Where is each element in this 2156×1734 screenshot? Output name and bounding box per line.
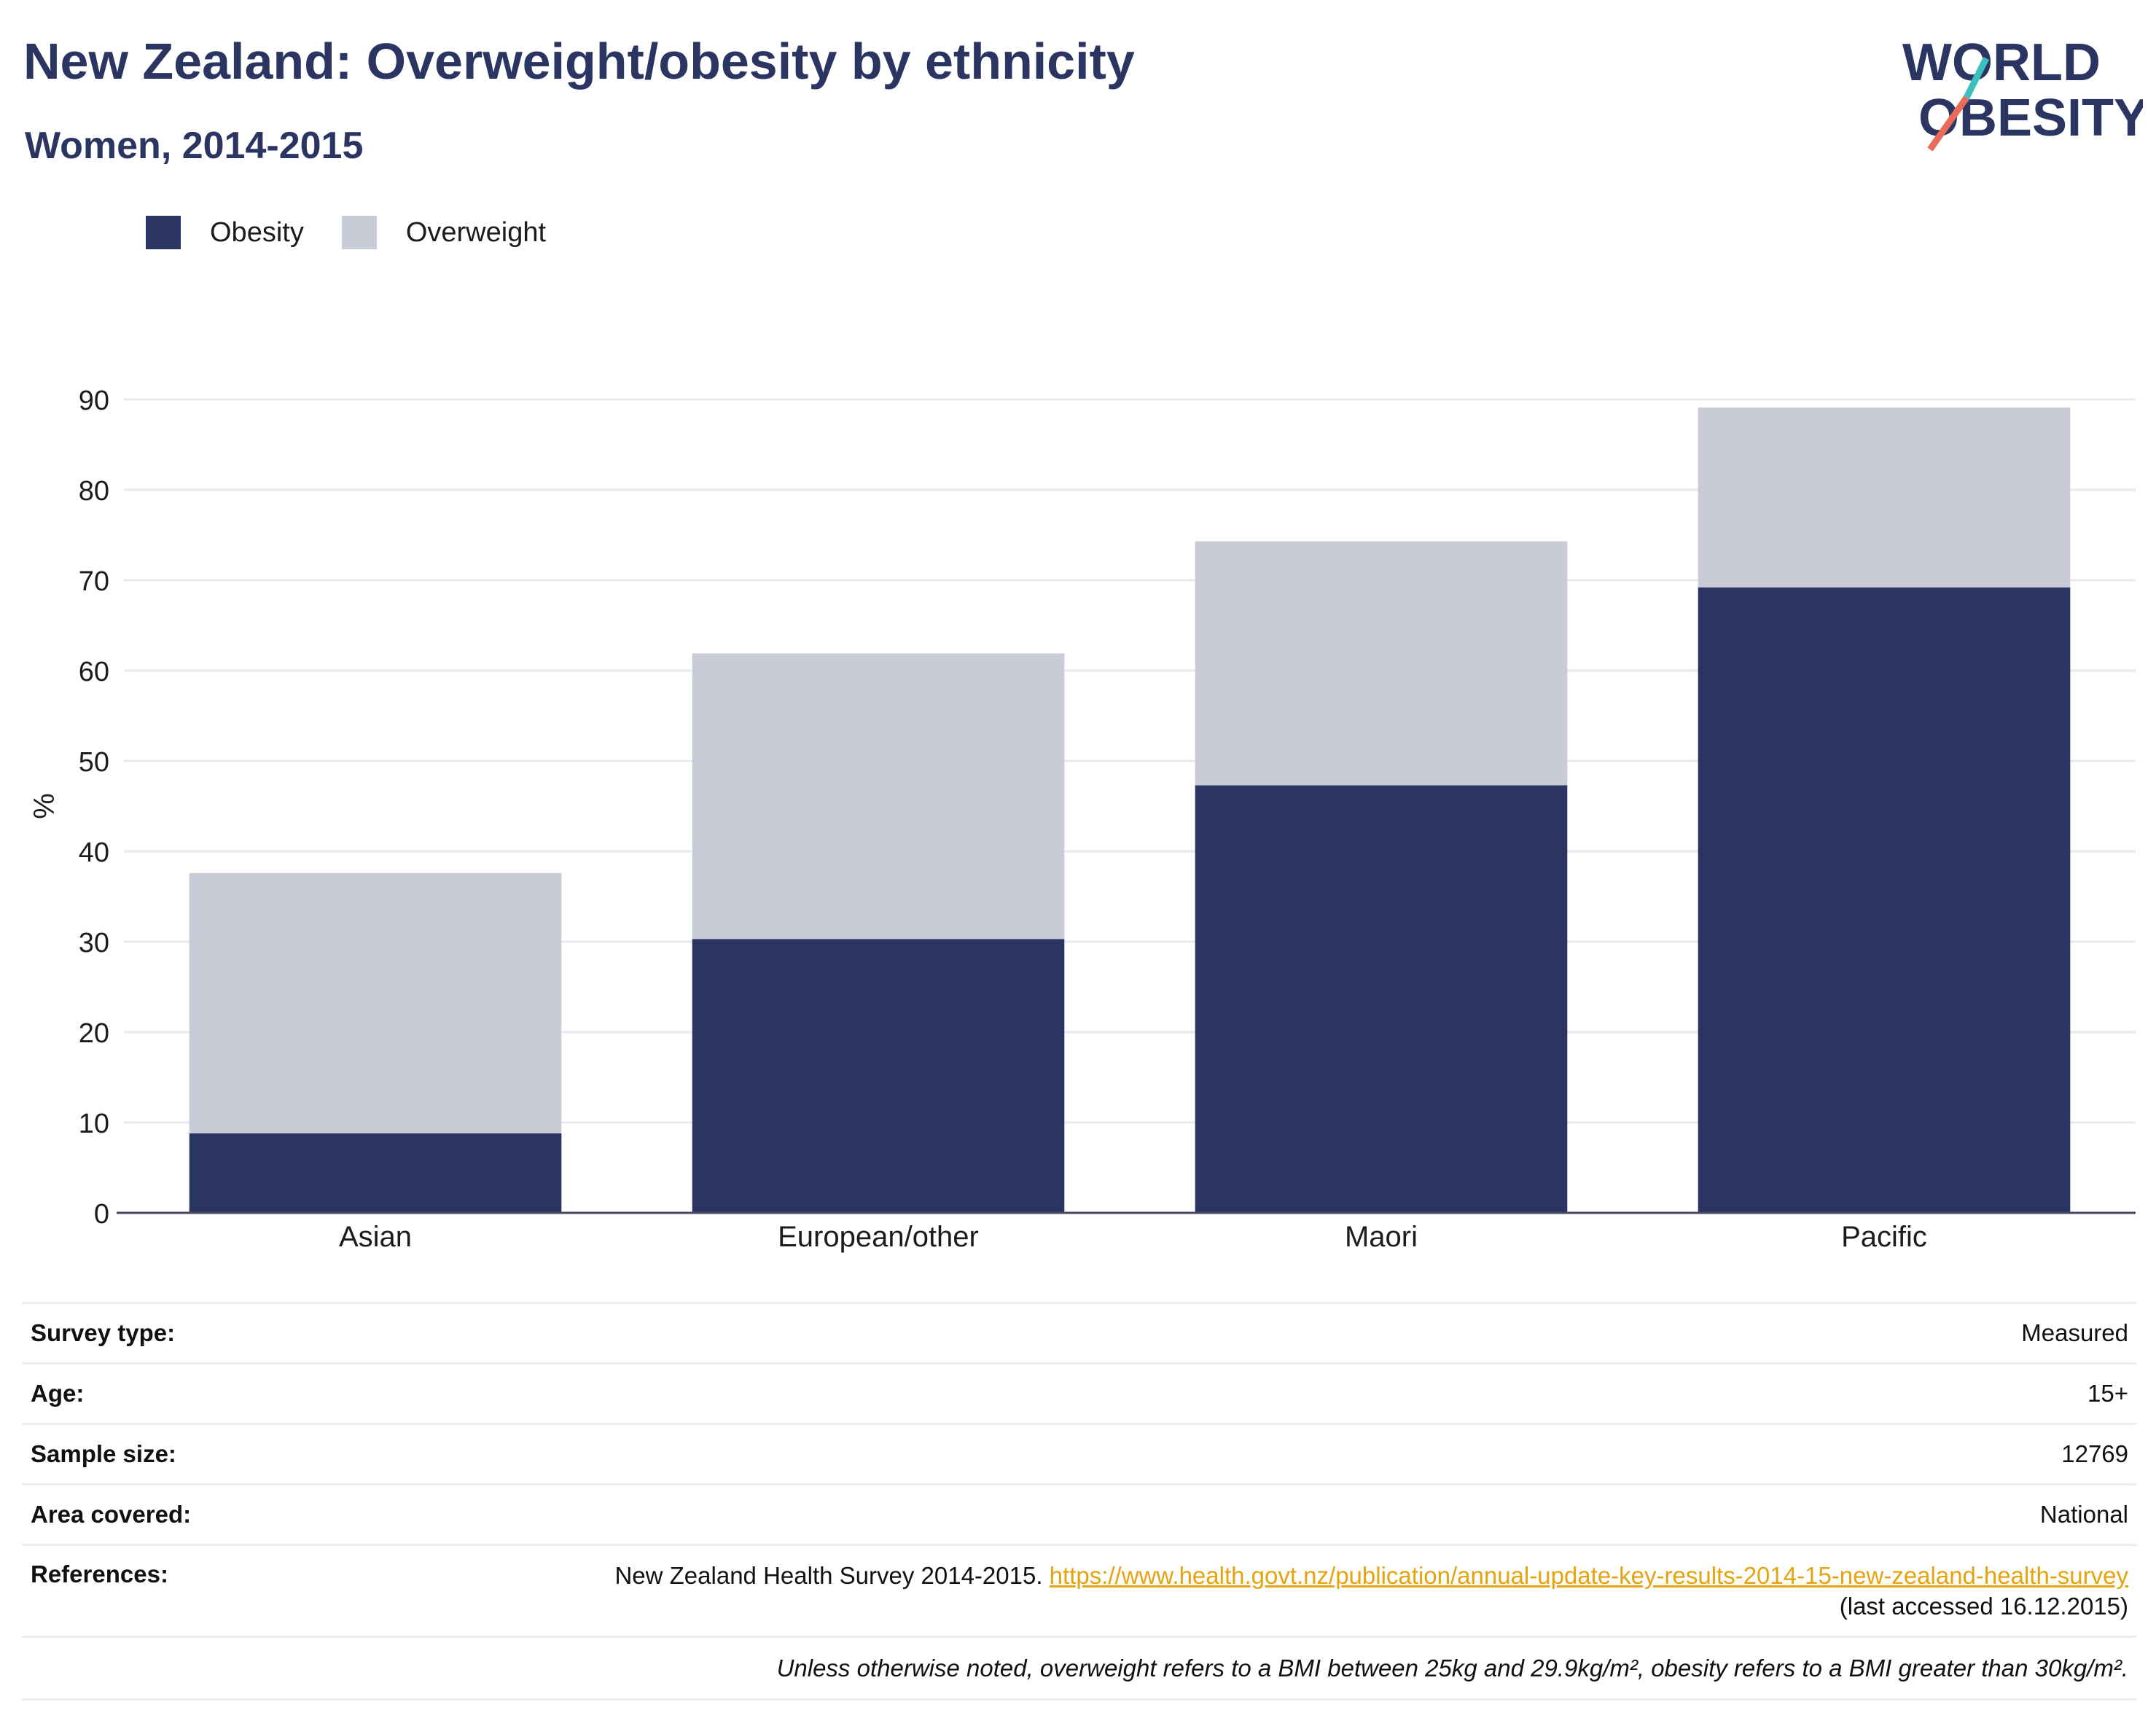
world-obesity-logo: WORLD OBESITY — [1902, 34, 2143, 152]
chart-title: New Zealand: Overweight/obesity by ethni… — [23, 33, 1135, 90]
y-tick-label-70: 70 — [79, 566, 109, 597]
sample-size-label: Sample size: — [31, 1440, 176, 1467]
y-tick-label-0: 0 — [94, 1199, 109, 1230]
info-row-area: Area covered: National — [22, 1483, 2137, 1544]
sample-size-value: 12769 — [2061, 1440, 2128, 1467]
chart-subtitle: Women, 2014-2015 — [25, 125, 364, 167]
x-tick-label-european-other: European/other — [778, 1221, 979, 1253]
references-suffix: (last accessed 16.12.2015) — [1839, 1593, 2128, 1620]
x-tick-label-asian: Asian — [339, 1221, 412, 1253]
info-row-survey-type: Survey type: Measured — [22, 1302, 2137, 1362]
legend-item-obesity[interactable]: Obesity — [146, 216, 304, 249]
bmi-definition-note: Unless otherwise noted, overweight refer… — [22, 1636, 2137, 1700]
bar-obesity-maori — [1195, 785, 1568, 1213]
age-value: 15+ — [2087, 1380, 2128, 1407]
chart-legend: Obesity Overweight — [146, 216, 584, 249]
bar-obesity-european-other — [692, 939, 1065, 1213]
references-prefix: New Zealand Health Survey 2014-2015. — [614, 1562, 1050, 1589]
y-tick-label-40: 40 — [79, 837, 109, 868]
bar-overweight-asian — [189, 872, 562, 1133]
survey-type-value: Measured — [2021, 1319, 2128, 1346]
y-tick-label-30: 30 — [79, 928, 109, 958]
y-axis-label: % — [28, 793, 60, 819]
bar-obesity-asian — [189, 1133, 562, 1213]
stacked-bar-chart: 0 10 20 30 40 50 60 70 80 90% Asian European/other M… — [28, 386, 2136, 1253]
legend-item-overweight[interactable]: Overweight — [341, 216, 547, 249]
legend-swatch-overweight — [341, 216, 377, 249]
y-tick-label-90: 90 — [79, 386, 109, 416]
bar-overweight-maori — [1195, 541, 1568, 786]
references-label: References: — [31, 1561, 168, 1587]
y-tick-label-80: 80 — [79, 476, 109, 507]
legend-label-obesity: Obesity — [210, 216, 304, 248]
area-value: National — [2039, 1501, 2128, 1528]
references-link[interactable]: https://www.health.govt.nz/publication/a… — [1049, 1562, 2128, 1589]
y-tick-label-10: 10 — [79, 1109, 109, 1139]
y-tick-label-60: 60 — [79, 657, 109, 687]
logo-slash-coral — [1927, 95, 1969, 152]
legend-swatch-obesity — [146, 216, 181, 249]
bar-overweight-european-other — [692, 653, 1065, 940]
info-row-age: Age: 15+ — [22, 1362, 2137, 1423]
x-tick-label-pacific: Pacific — [1841, 1221, 1927, 1253]
info-row-references: References: New Zealand Health Survey 20… — [22, 1544, 2137, 1636]
bar-overweight-pacific — [1698, 407, 2071, 587]
x-tick-label-maori: Maori — [1345, 1221, 1418, 1253]
info-row-sample-size: Sample size: 12769 — [22, 1423, 2137, 1483]
survey-type-label: Survey type: — [31, 1319, 176, 1346]
age-label: Age: — [31, 1380, 85, 1407]
y-tick-label-50: 50 — [79, 747, 109, 778]
y-tick-label-20: 20 — [79, 1018, 109, 1049]
logo-text-world: WORLD — [1902, 34, 2101, 92]
bar-obesity-pacific — [1698, 587, 2071, 1213]
logo-slash-teal — [1961, 56, 1990, 103]
references-value: New Zealand Health Survey 2014-2015. htt… — [598, 1561, 2128, 1622]
survey-info-table: Survey type: Measured Age: 15+ Sample si… — [22, 1302, 2137, 1700]
legend-label-overweight: Overweight — [405, 216, 547, 248]
area-label: Area covered: — [31, 1501, 192, 1528]
